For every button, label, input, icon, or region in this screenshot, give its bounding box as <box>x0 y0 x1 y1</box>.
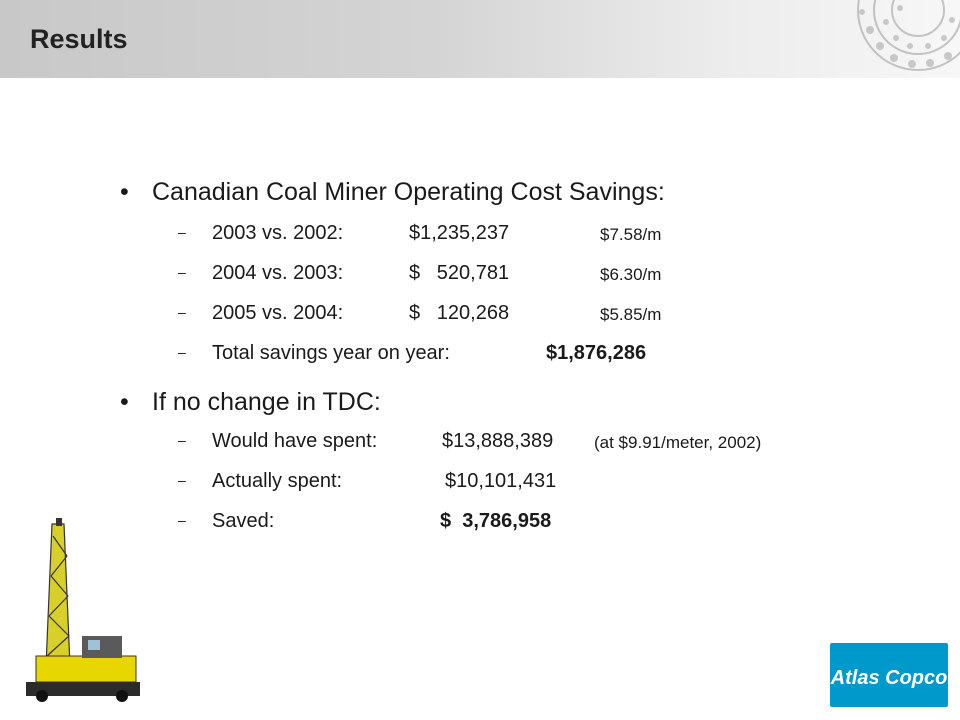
bullet-marker: • <box>120 388 129 416</box>
bullet-text: If no change in TDC: <box>152 388 381 416</box>
would-have-spent-row: – Would have spent: $13,888,389 (at $9.9… <box>178 430 878 460</box>
bullet-operating-cost-savings: • Canadian Coal Miner Operating Cost Savi… <box>120 178 665 207</box>
actual-value: $10,101,431 <box>445 470 557 492</box>
saved-row: – Saved: $ 3,786,958 <box>178 510 778 540</box>
row-label: 2005 vs. 2004: <box>212 302 344 324</box>
actually-spent-row: – Actually spent: $10,101,431 <box>178 470 778 500</box>
row-rate: $5.85/m <box>600 305 662 324</box>
would-value: $13,888,389 <box>442 430 554 452</box>
row-rate: $7.58/m <box>600 225 662 244</box>
header-bar: Results <box>0 0 960 78</box>
dash-marker: – <box>178 512 186 528</box>
total-savings-row: – Total savings year on year: $1,876,286 <box>178 342 778 372</box>
bullet-text: Canadian Coal Miner Operating Cost Savin… <box>152 178 665 206</box>
row-label: 2003 vs. 2002: <box>212 222 344 244</box>
would-note: (at $9.91/meter, 2002) <box>594 433 762 452</box>
saved-value: $ 3,786,958 <box>440 510 552 532</box>
dash-marker: – <box>178 304 186 320</box>
would-label: Would have spent: <box>212 430 378 452</box>
dash-marker: – <box>178 432 186 448</box>
savings-row-2003: – 2003 vs. 2002: $1,235,237 $7.58/m <box>178 222 778 252</box>
savings-row-2004: – 2004 vs. 2003: $ 520,781 $6.30/m <box>178 262 778 292</box>
atlas-copco-logo: Atlas Copco <box>830 643 948 707</box>
row-amount: $1,235,237 <box>409 222 510 244</box>
dash-marker: – <box>178 224 186 240</box>
slide-title: Results <box>30 24 128 54</box>
drill-bit-graphic <box>857 0 960 71</box>
dash-marker: – <box>178 344 186 360</box>
row-rate: $6.30/m <box>600 265 662 284</box>
saved-label: Saved: <box>212 510 275 532</box>
actual-label: Actually spent: <box>212 470 343 492</box>
savings-row-2005: – 2005 vs. 2004: $ 120,268 $5.85/m <box>178 302 778 332</box>
total-label: Total savings year on year: <box>212 342 450 364</box>
row-amount: $ 120,268 <box>409 302 510 324</box>
dash-marker: – <box>178 264 186 280</box>
bullet-marker: • <box>120 178 129 206</box>
dash-marker: – <box>178 472 186 488</box>
row-label: 2004 vs. 2003: <box>212 262 344 284</box>
row-amount: $ 520,781 <box>409 262 510 284</box>
total-value: $1,876,286 <box>546 342 647 364</box>
bullet-no-change-tdc: • If no change in TDC: <box>120 388 381 417</box>
drill-rig-image <box>26 518 140 702</box>
logo-text: Atlas Copco <box>830 667 947 689</box>
